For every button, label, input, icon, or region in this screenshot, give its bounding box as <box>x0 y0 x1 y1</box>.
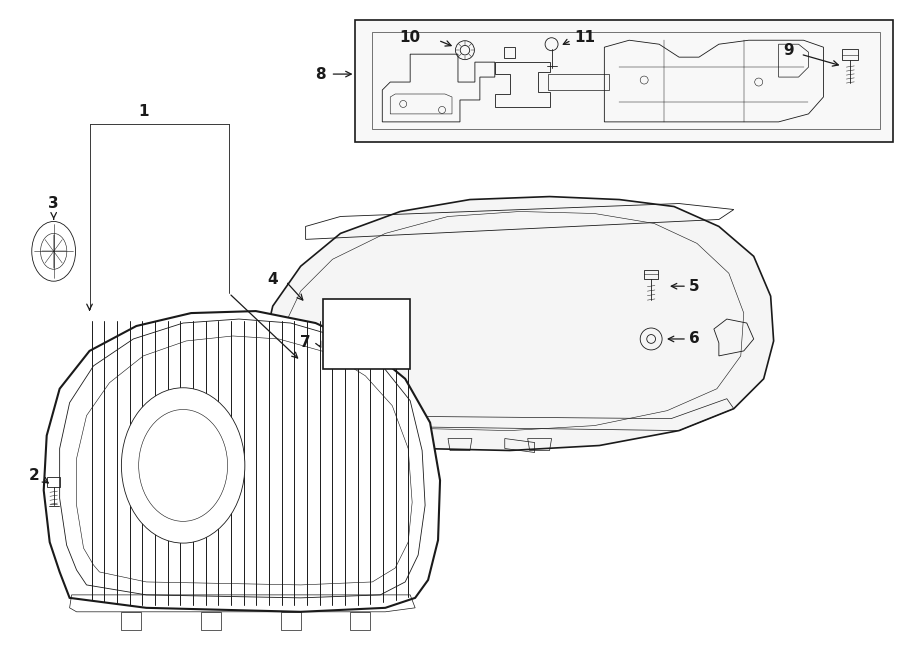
Bar <box>201 612 221 630</box>
Bar <box>322 299 410 369</box>
Text: 7: 7 <box>301 335 310 350</box>
Text: 8: 8 <box>315 67 326 81</box>
Polygon shape <box>263 196 774 451</box>
Text: 5: 5 <box>688 279 699 293</box>
Text: 9: 9 <box>783 43 794 58</box>
Text: 2: 2 <box>29 468 39 483</box>
Bar <box>350 612 370 630</box>
Text: 6: 6 <box>688 331 699 346</box>
Text: 4: 4 <box>267 272 278 287</box>
Bar <box>122 612 141 630</box>
Text: 3: 3 <box>49 196 59 211</box>
Bar <box>504 47 515 58</box>
Bar <box>47 477 60 487</box>
Text: 11: 11 <box>574 30 595 45</box>
Polygon shape <box>44 311 440 612</box>
Bar <box>281 612 301 630</box>
Ellipse shape <box>122 388 245 543</box>
Bar <box>842 49 859 60</box>
Text: 1: 1 <box>138 104 148 120</box>
Bar <box>644 270 658 279</box>
Text: 10: 10 <box>400 30 420 45</box>
Polygon shape <box>356 20 893 142</box>
